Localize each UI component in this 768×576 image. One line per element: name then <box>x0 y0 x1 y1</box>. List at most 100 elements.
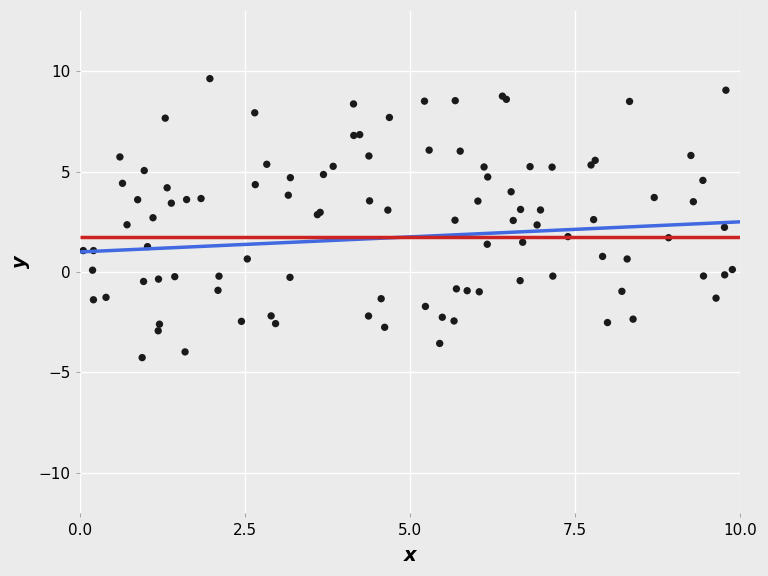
Point <box>265 311 277 320</box>
Point <box>87 266 99 275</box>
Point <box>472 196 484 206</box>
Point <box>136 353 148 362</box>
Point <box>697 271 710 281</box>
Point <box>314 208 326 217</box>
Point <box>585 160 598 169</box>
Point <box>719 270 731 279</box>
Point <box>260 160 273 169</box>
Point <box>448 316 460 325</box>
Point <box>450 284 462 293</box>
Point <box>601 318 614 327</box>
Point <box>213 271 225 281</box>
Point <box>514 276 526 285</box>
Point <box>517 238 529 247</box>
Point <box>383 113 396 122</box>
Point <box>515 205 527 214</box>
Point <box>597 252 609 261</box>
Point <box>382 206 394 215</box>
Point <box>249 180 261 190</box>
Point <box>524 162 536 171</box>
Point <box>77 246 89 255</box>
Point <box>434 339 446 348</box>
Point <box>353 130 366 139</box>
Y-axis label: y: y <box>11 256 30 268</box>
Point <box>627 314 639 324</box>
Point <box>152 275 164 284</box>
Point <box>169 272 181 281</box>
Point <box>648 193 660 202</box>
Point <box>624 97 636 106</box>
Point <box>154 320 166 329</box>
Point <box>204 74 216 84</box>
Point <box>436 313 449 322</box>
Point <box>720 86 732 95</box>
Point <box>531 221 543 230</box>
Point <box>131 195 144 204</box>
Point <box>282 191 294 200</box>
Point <box>88 295 100 304</box>
Point <box>311 210 323 219</box>
Point <box>481 240 493 249</box>
Point <box>235 317 247 326</box>
Point <box>449 215 461 225</box>
Point <box>212 286 224 295</box>
X-axis label: x: x <box>404 546 416 565</box>
Point <box>535 206 547 215</box>
Point <box>249 108 261 118</box>
Point <box>419 97 431 106</box>
Point <box>270 319 282 328</box>
Point <box>718 223 730 232</box>
Point <box>180 195 193 204</box>
Point <box>507 216 519 225</box>
Point <box>562 232 574 241</box>
Point <box>505 187 518 196</box>
Point <box>473 287 485 297</box>
Point <box>141 242 154 251</box>
Point <box>241 255 253 264</box>
Point <box>685 151 697 160</box>
Point <box>88 246 100 255</box>
Point <box>161 183 174 192</box>
Point <box>114 152 126 161</box>
Point <box>496 92 508 101</box>
Point <box>363 196 376 206</box>
Point <box>449 96 462 105</box>
Point <box>121 220 133 229</box>
Point <box>663 233 675 242</box>
Point <box>348 131 360 140</box>
Point <box>116 179 128 188</box>
Point <box>375 294 387 304</box>
Point <box>478 162 490 172</box>
Point <box>727 265 739 274</box>
Point <box>362 312 375 321</box>
Point <box>589 156 601 165</box>
Point <box>138 166 151 175</box>
Point <box>546 162 558 172</box>
Point <box>362 151 375 161</box>
Point <box>500 94 512 104</box>
Point <box>152 326 164 335</box>
Point <box>179 347 191 357</box>
Point <box>482 172 494 181</box>
Point <box>284 173 296 182</box>
Point <box>588 215 600 224</box>
Point <box>327 162 339 171</box>
Point <box>347 99 359 108</box>
Point <box>379 323 391 332</box>
Point <box>687 197 700 206</box>
Point <box>284 273 296 282</box>
Point <box>159 113 171 123</box>
Point <box>419 302 432 311</box>
Point <box>100 293 112 302</box>
Point <box>697 176 709 185</box>
Point <box>710 294 722 303</box>
Point <box>147 213 159 222</box>
Point <box>454 146 466 156</box>
Point <box>137 277 150 286</box>
Point <box>621 255 634 264</box>
Point <box>423 146 435 155</box>
Point <box>461 286 473 295</box>
Point <box>317 170 329 179</box>
Point <box>616 287 628 296</box>
Point <box>165 199 177 208</box>
